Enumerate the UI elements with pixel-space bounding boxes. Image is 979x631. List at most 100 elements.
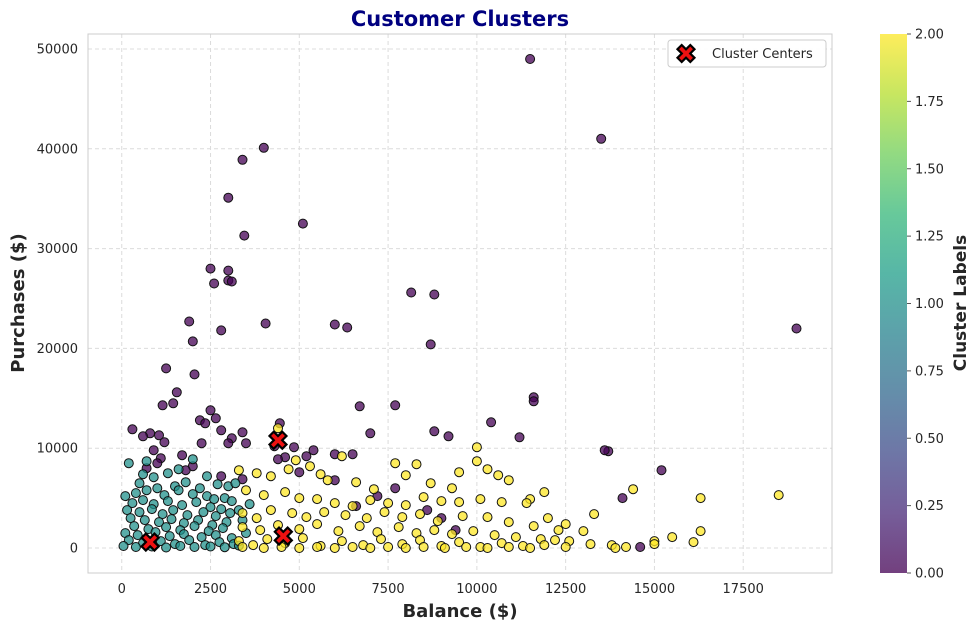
data-point [161,542,172,553]
data-point [319,507,330,518]
data-point [315,469,326,480]
data-point [429,426,440,437]
x-tick-label: 17500 [723,582,764,597]
x-tick-label: 7500 [372,582,405,597]
y-tick-label: 50000 [37,42,78,57]
data-point [560,519,571,530]
data-point [294,543,305,553]
data-point [390,458,401,469]
data-point [161,363,172,374]
data-point [347,542,358,552]
data-point [336,536,347,547]
data-point [210,413,221,424]
data-point [418,492,429,503]
data-point [503,517,514,528]
data-point [400,500,411,511]
data-point [209,494,220,505]
data-point [223,265,234,276]
data-point [205,263,216,274]
data-point [550,535,560,546]
data-point [290,455,301,466]
data-point [521,498,532,509]
data-point [379,507,390,518]
data-point [400,470,411,481]
data-point [443,431,454,442]
data-point [510,532,521,543]
chart-title: Customer Clusters [351,7,569,31]
data-point [539,487,550,498]
data-point [175,541,186,551]
data-point [351,477,362,488]
data-point [258,142,269,153]
data-point [134,507,145,518]
data-point [177,500,188,511]
data-point [146,504,157,515]
colorbar-tick-label: 0.50 [915,432,944,447]
data-point [226,496,237,507]
data-point [216,425,227,436]
data-point [216,325,227,336]
data-point [258,490,269,501]
data-point [141,456,152,467]
colorbar-tick-label: 1.25 [915,230,944,245]
data-point [251,513,262,524]
data-point [297,533,308,544]
data-point [294,493,305,504]
data-point [152,483,163,494]
data-point [432,516,443,527]
data-point [173,464,184,475]
data-point [596,133,607,144]
data-point [578,526,589,537]
data-point [138,469,148,480]
data-point [189,369,200,380]
data-point [171,387,182,398]
data-point [329,543,340,553]
data-point [205,405,216,416]
data-point [656,465,667,476]
data-point [347,449,358,460]
data-point [649,539,660,550]
data-point [489,530,500,541]
grid [88,34,832,573]
data-point [138,431,148,442]
axes: 0 2500 5000 7500 10000 12500 15000 17500 0 10000 2… [37,33,833,597]
data-point [425,478,436,489]
data-point [308,445,319,456]
data-point [301,451,312,462]
data-point [127,498,138,509]
data-point [347,501,358,512]
data-point [482,464,493,475]
data-point [118,541,129,551]
data-point [251,468,262,479]
data-point [305,461,315,472]
data-point [152,458,163,469]
data-point [383,498,394,509]
data-point [217,523,228,534]
data-point [342,322,353,333]
data-point [340,510,351,521]
data-point [493,470,504,481]
data-point [273,423,283,434]
colorbar-tick-label: 1.50 [915,162,944,177]
data-point [457,511,468,522]
x-axis-label: Balance ($) [402,601,517,622]
data-point [226,276,237,287]
data-point [219,542,230,553]
colorbar-label: Cluster Labels [951,235,971,371]
data-point [539,540,550,551]
data-point [390,400,401,411]
legend: Cluster Centers [667,39,827,68]
data-point [168,398,179,409]
data-point [230,478,241,489]
data-point [429,289,440,300]
data-point [471,456,482,467]
data-point [354,521,365,532]
data-point [216,471,227,482]
data-point [439,543,450,553]
x-tick-label: 10000 [456,582,497,597]
data-point [635,542,646,552]
plot-frame [87,33,833,574]
data-point [354,401,365,412]
data-point [125,513,136,524]
